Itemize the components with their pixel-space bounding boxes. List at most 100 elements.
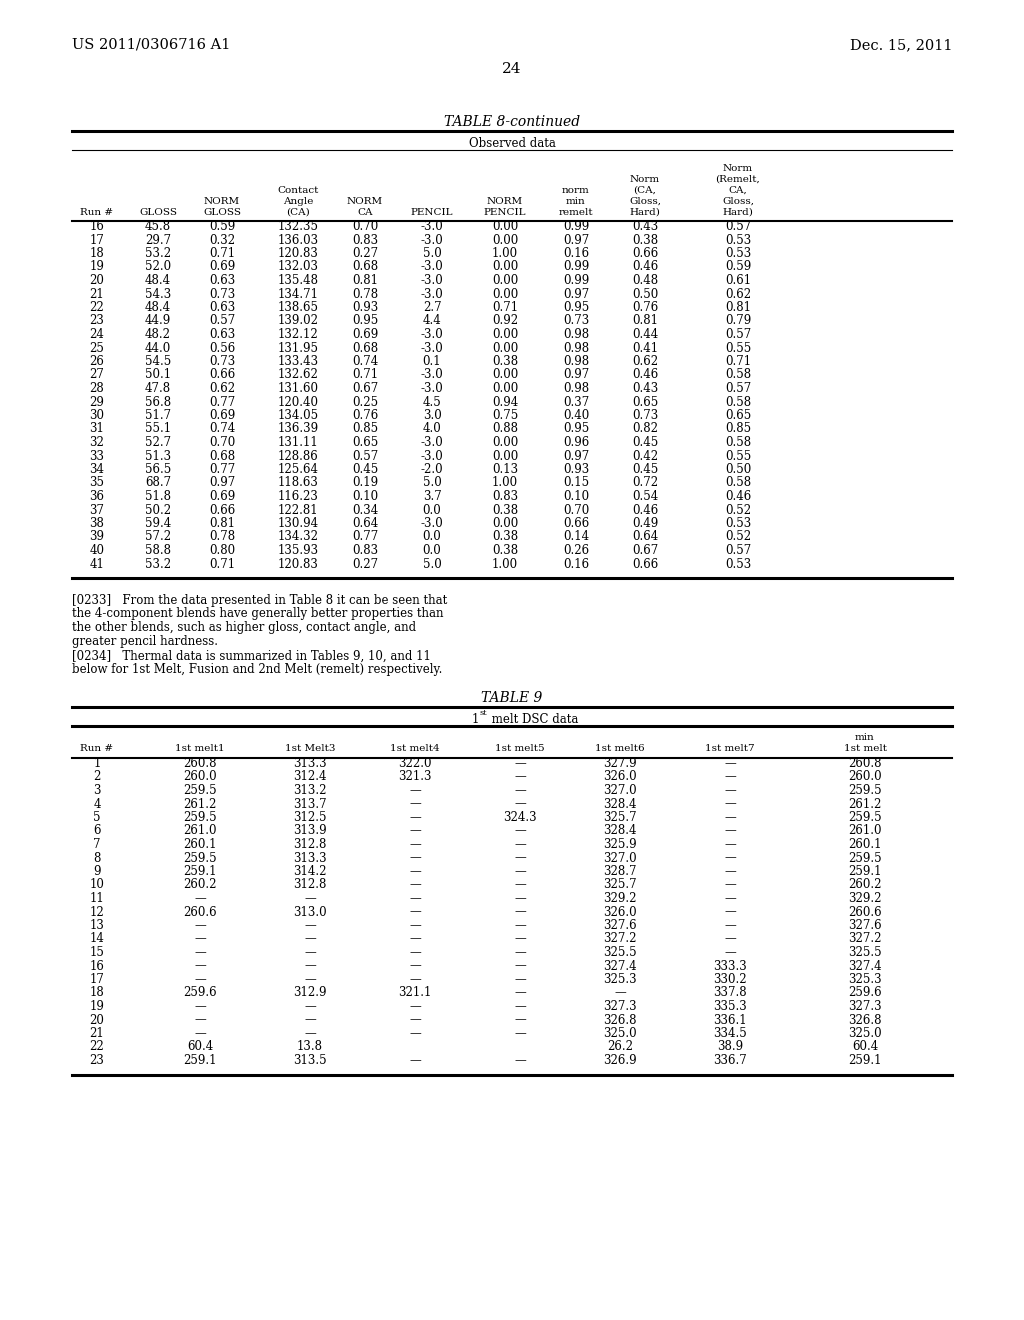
Text: 260.2: 260.2 — [183, 879, 217, 891]
Text: 132.62: 132.62 — [278, 368, 318, 381]
Text: 30: 30 — [89, 409, 104, 422]
Text: —: — — [724, 906, 736, 919]
Text: —: — — [514, 851, 526, 865]
Text: 0.99: 0.99 — [563, 220, 589, 234]
Text: 0.10: 0.10 — [563, 490, 589, 503]
Text: -2.0: -2.0 — [421, 463, 443, 477]
Text: 325.0: 325.0 — [603, 1027, 637, 1040]
Text: 0.38: 0.38 — [492, 355, 518, 368]
Text: 0.66: 0.66 — [209, 368, 236, 381]
Text: 125.64: 125.64 — [278, 463, 318, 477]
Text: —: — — [614, 986, 626, 999]
Text: 55.1: 55.1 — [145, 422, 171, 436]
Text: 0.53: 0.53 — [725, 234, 752, 247]
Text: -3.0: -3.0 — [421, 368, 443, 381]
Text: 0.95: 0.95 — [563, 301, 589, 314]
Text: 60.4: 60.4 — [186, 1040, 213, 1053]
Text: 321.3: 321.3 — [398, 771, 432, 784]
Text: 313.3: 313.3 — [293, 756, 327, 770]
Text: —: — — [514, 1001, 526, 1012]
Text: 0.27: 0.27 — [352, 557, 378, 570]
Text: 17: 17 — [89, 234, 104, 247]
Text: 0.57: 0.57 — [725, 381, 752, 395]
Text: —: — — [724, 865, 736, 878]
Text: Norm: Norm — [723, 164, 753, 173]
Text: 0.62: 0.62 — [725, 288, 751, 301]
Text: —: — — [724, 756, 736, 770]
Text: 52.0: 52.0 — [145, 260, 171, 273]
Text: 1st melt7: 1st melt7 — [706, 744, 755, 752]
Text: 0.99: 0.99 — [563, 275, 589, 286]
Text: 261.0: 261.0 — [848, 825, 882, 837]
Text: 261.2: 261.2 — [848, 797, 882, 810]
Text: 0.19: 0.19 — [352, 477, 378, 490]
Text: 131.11: 131.11 — [278, 436, 318, 449]
Text: 0.00: 0.00 — [492, 436, 518, 449]
Text: —: — — [724, 784, 736, 797]
Text: 0.69: 0.69 — [209, 260, 236, 273]
Text: 116.23: 116.23 — [278, 490, 318, 503]
Text: -3.0: -3.0 — [421, 436, 443, 449]
Text: 0.37: 0.37 — [563, 396, 589, 408]
Text: 48.4: 48.4 — [145, 301, 171, 314]
Text: 327.3: 327.3 — [848, 1001, 882, 1012]
Text: 260.8: 260.8 — [183, 756, 217, 770]
Text: 59.4: 59.4 — [144, 517, 171, 531]
Text: 4.5: 4.5 — [423, 396, 441, 408]
Text: 1st melt: 1st melt — [844, 744, 887, 752]
Text: 11: 11 — [90, 892, 104, 906]
Text: Run #: Run # — [81, 744, 114, 752]
Text: 0.53: 0.53 — [725, 557, 752, 570]
Text: 48.2: 48.2 — [145, 327, 171, 341]
Text: 328.4: 328.4 — [603, 797, 637, 810]
Text: 312.8: 312.8 — [293, 879, 327, 891]
Text: greater pencil hardness.: greater pencil hardness. — [72, 635, 218, 648]
Text: 56.5: 56.5 — [144, 463, 171, 477]
Text: -3.0: -3.0 — [421, 234, 443, 247]
Text: 0.63: 0.63 — [209, 301, 236, 314]
Text: 313.7: 313.7 — [293, 797, 327, 810]
Text: 0.62: 0.62 — [209, 381, 236, 395]
Text: —: — — [724, 771, 736, 784]
Text: 0.58: 0.58 — [725, 436, 751, 449]
Text: 327.0: 327.0 — [603, 851, 637, 865]
Text: 1.00: 1.00 — [492, 557, 518, 570]
Text: PENCIL: PENCIL — [483, 209, 526, 216]
Text: 13: 13 — [89, 919, 104, 932]
Text: 259.5: 259.5 — [848, 784, 882, 797]
Text: 0.71: 0.71 — [492, 301, 518, 314]
Text: —: — — [410, 1001, 421, 1012]
Text: —: — — [195, 973, 206, 986]
Text: —: — — [724, 797, 736, 810]
Text: 0.65: 0.65 — [632, 396, 658, 408]
Text: —: — — [514, 973, 526, 986]
Text: 0.65: 0.65 — [725, 409, 752, 422]
Text: 0.57: 0.57 — [352, 450, 378, 462]
Text: 9: 9 — [93, 865, 100, 878]
Text: 0.46: 0.46 — [632, 503, 658, 516]
Text: -3.0: -3.0 — [421, 275, 443, 286]
Text: Gloss,: Gloss, — [629, 197, 662, 206]
Text: Contact: Contact — [278, 186, 318, 195]
Text: —: — — [410, 1053, 421, 1067]
Text: 0.96: 0.96 — [563, 436, 589, 449]
Text: 23: 23 — [89, 314, 104, 327]
Text: 329.2: 329.2 — [603, 892, 637, 906]
Text: 0.14: 0.14 — [563, 531, 589, 544]
Text: 54.5: 54.5 — [144, 355, 171, 368]
Text: —: — — [724, 825, 736, 837]
Text: 322.0: 322.0 — [398, 756, 432, 770]
Text: 0.83: 0.83 — [352, 544, 378, 557]
Text: 19: 19 — [89, 1001, 104, 1012]
Text: 135.93: 135.93 — [278, 544, 318, 557]
Text: 1st melt1: 1st melt1 — [175, 744, 225, 752]
Text: 325.5: 325.5 — [603, 946, 637, 960]
Text: 0.98: 0.98 — [563, 381, 589, 395]
Text: 259.5: 259.5 — [183, 810, 217, 824]
Text: 0.74: 0.74 — [209, 422, 236, 436]
Text: —: — — [514, 919, 526, 932]
Text: 39: 39 — [89, 531, 104, 544]
Text: 259.6: 259.6 — [848, 986, 882, 999]
Text: 3.0: 3.0 — [423, 409, 441, 422]
Text: 328.4: 328.4 — [603, 825, 637, 837]
